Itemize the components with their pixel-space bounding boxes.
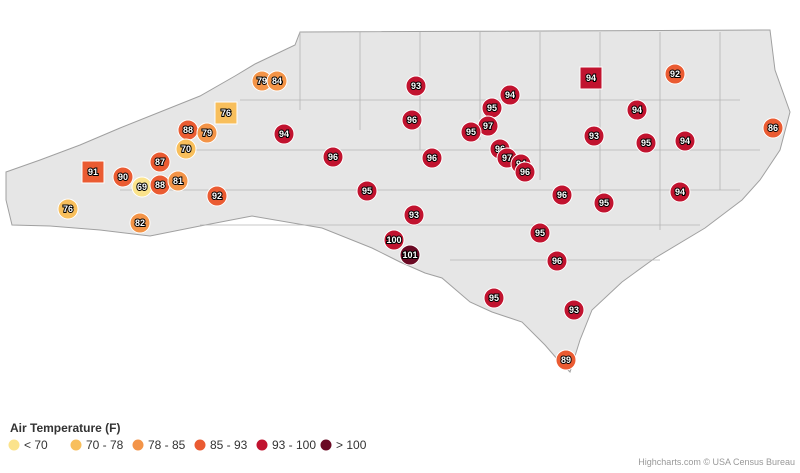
marker-label: 95: [489, 293, 499, 303]
marker-label: 97: [502, 153, 512, 163]
legend-label: 70 - 78: [86, 438, 124, 452]
marker-label: 100: [386, 235, 401, 245]
legend-label: < 70: [24, 438, 48, 452]
marker-label: 96: [557, 190, 567, 200]
marker[interactable]: [555, 349, 577, 371]
legend-symbol[interactable]: [7, 438, 21, 452]
marker[interactable]: [669, 181, 691, 203]
marker[interactable]: [593, 192, 615, 214]
marker[interactable]: [399, 244, 421, 266]
marker-label: 69: [137, 182, 147, 192]
marker[interactable]: [266, 70, 288, 92]
marker[interactable]: [664, 63, 686, 85]
marker-label: 96: [407, 115, 417, 125]
legend-label: 93 - 100: [272, 438, 316, 452]
marker-label: 76: [63, 204, 73, 214]
marker[interactable]: [206, 185, 228, 207]
marker[interactable]: [546, 250, 568, 272]
marker-label: 94: [586, 73, 596, 83]
credits[interactable]: Highcharts.com © USA Census Bureau: [638, 457, 795, 467]
marker[interactable]: [529, 222, 551, 244]
legend-title: Air Temperature (F): [10, 421, 120, 435]
marker[interactable]: [514, 161, 536, 183]
marker-label: 94: [632, 105, 642, 115]
legend-symbol[interactable]: [319, 438, 333, 452]
marker-label: 93: [409, 210, 419, 220]
marker-label: 79: [202, 128, 212, 138]
marker-label: 95: [362, 186, 372, 196]
legend-label: 78 - 85: [148, 438, 186, 452]
state-outline: [5, 29, 791, 373]
marker[interactable]: [175, 138, 197, 160]
legend-symbol[interactable]: [131, 438, 145, 452]
marker[interactable]: [583, 125, 605, 147]
marker-label: 95: [535, 228, 545, 238]
marker[interactable]: [196, 122, 218, 144]
marker[interactable]: [579, 66, 603, 90]
marker[interactable]: [460, 121, 482, 143]
marker[interactable]: [112, 166, 134, 188]
marker-label: 93: [589, 131, 599, 141]
marker[interactable]: [551, 184, 573, 206]
marker[interactable]: [167, 170, 189, 192]
marker-label: 94: [680, 136, 690, 146]
marker-label: 95: [641, 138, 651, 148]
marker[interactable]: [635, 132, 657, 154]
marker[interactable]: [499, 84, 521, 106]
marker-label: 84: [272, 76, 282, 86]
marker-label: 93: [569, 305, 579, 315]
marker[interactable]: [57, 198, 79, 220]
marker[interactable]: [563, 299, 585, 321]
marker[interactable]: [483, 287, 505, 309]
marker-label: 92: [212, 191, 222, 201]
marker-label: 92: [670, 69, 680, 79]
marker-label: 88: [155, 180, 165, 190]
marker[interactable]: [626, 99, 648, 121]
marker[interactable]: [421, 147, 443, 169]
marker-label: 76: [221, 108, 231, 118]
marker[interactable]: [356, 180, 378, 202]
marker[interactable]: [322, 146, 344, 168]
marker-label: 94: [505, 90, 515, 100]
marker[interactable]: [129, 212, 151, 234]
marker[interactable]: [674, 130, 696, 152]
marker-label: 96: [520, 167, 530, 177]
marker-label: 86: [768, 123, 778, 133]
legend-symbol[interactable]: [193, 438, 207, 452]
marker-label: 81: [173, 176, 183, 186]
marker[interactable]: [81, 160, 105, 184]
legend-label: 85 - 93: [210, 438, 248, 452]
marker-label: 97: [483, 121, 493, 131]
marker-label: 94: [279, 129, 289, 139]
legend-symbol[interactable]: [255, 438, 269, 452]
marker-label: 91: [88, 167, 98, 177]
marker[interactable]: [149, 151, 171, 173]
marker-label: 87: [155, 157, 165, 167]
marker-label: 89: [561, 355, 571, 365]
marker[interactable]: [273, 123, 295, 145]
marker[interactable]: [214, 101, 238, 125]
legend-label: > 100: [336, 438, 367, 452]
marker-label: 95: [599, 198, 609, 208]
marker-label: 70: [181, 144, 191, 154]
marker-label: 101: [402, 250, 417, 260]
marker[interactable]: [403, 204, 425, 226]
marker-label: 88: [183, 125, 193, 135]
marker-label: 96: [328, 152, 338, 162]
marker-label: 96: [427, 153, 437, 163]
marker-label: 96: [552, 256, 562, 266]
marker-label: 93: [411, 81, 421, 91]
marker[interactable]: [401, 109, 423, 131]
marker-label: 82: [135, 218, 145, 228]
legend-symbol[interactable]: [69, 438, 83, 452]
marker[interactable]: [383, 229, 405, 251]
marker-label: 95: [487, 103, 497, 113]
marker[interactable]: [405, 75, 427, 97]
marker[interactable]: [762, 117, 784, 139]
marker-label: 95: [466, 127, 476, 137]
marker-label: 90: [118, 172, 128, 182]
marker-label: 79: [257, 76, 267, 86]
marker-label: 94: [675, 187, 685, 197]
